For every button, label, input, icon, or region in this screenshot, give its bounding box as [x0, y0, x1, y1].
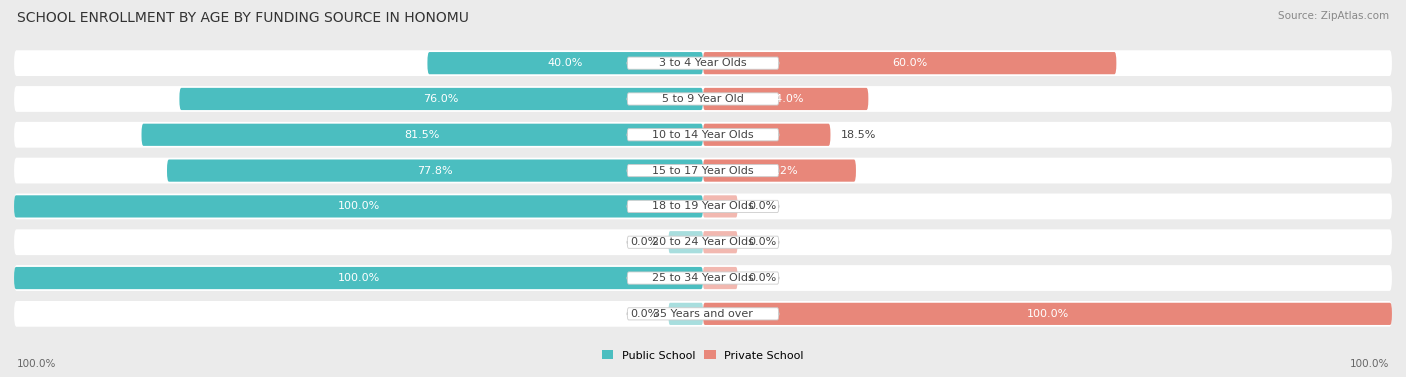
- FancyBboxPatch shape: [14, 195, 703, 218]
- FancyBboxPatch shape: [14, 301, 1392, 327]
- Text: 100.0%: 100.0%: [1350, 359, 1389, 369]
- Text: 18 to 19 Year Olds: 18 to 19 Year Olds: [652, 201, 754, 211]
- FancyBboxPatch shape: [14, 122, 1392, 148]
- Text: 40.0%: 40.0%: [547, 58, 583, 68]
- Text: 18.5%: 18.5%: [841, 130, 876, 140]
- FancyBboxPatch shape: [627, 57, 779, 69]
- Text: 24.0%: 24.0%: [768, 94, 803, 104]
- FancyBboxPatch shape: [14, 158, 1392, 184]
- Text: 100.0%: 100.0%: [1026, 309, 1069, 319]
- FancyBboxPatch shape: [703, 231, 738, 253]
- Text: 100.0%: 100.0%: [337, 201, 380, 211]
- FancyBboxPatch shape: [703, 303, 1392, 325]
- Text: 0.0%: 0.0%: [748, 273, 776, 283]
- FancyBboxPatch shape: [14, 193, 1392, 219]
- Text: 25 to 34 Year Olds: 25 to 34 Year Olds: [652, 273, 754, 283]
- Text: 77.8%: 77.8%: [418, 166, 453, 176]
- Text: 100.0%: 100.0%: [337, 273, 380, 283]
- FancyBboxPatch shape: [627, 272, 779, 284]
- Text: 3 to 4 Year Olds: 3 to 4 Year Olds: [659, 58, 747, 68]
- FancyBboxPatch shape: [703, 52, 1116, 74]
- Text: 0.0%: 0.0%: [748, 201, 776, 211]
- Text: 0.0%: 0.0%: [748, 237, 776, 247]
- Text: 60.0%: 60.0%: [891, 58, 928, 68]
- Text: 22.2%: 22.2%: [762, 166, 797, 176]
- FancyBboxPatch shape: [703, 195, 738, 218]
- Text: 81.5%: 81.5%: [405, 130, 440, 140]
- FancyBboxPatch shape: [703, 159, 856, 182]
- FancyBboxPatch shape: [180, 88, 703, 110]
- FancyBboxPatch shape: [703, 88, 869, 110]
- FancyBboxPatch shape: [669, 231, 703, 253]
- FancyBboxPatch shape: [14, 267, 703, 289]
- FancyBboxPatch shape: [703, 267, 738, 289]
- Text: 5 to 9 Year Old: 5 to 9 Year Old: [662, 94, 744, 104]
- FancyBboxPatch shape: [627, 200, 779, 213]
- FancyBboxPatch shape: [14, 50, 1392, 76]
- Text: 100.0%: 100.0%: [17, 359, 56, 369]
- FancyBboxPatch shape: [427, 52, 703, 74]
- Text: 35 Years and over: 35 Years and over: [652, 309, 754, 319]
- FancyBboxPatch shape: [14, 229, 1392, 255]
- FancyBboxPatch shape: [627, 164, 779, 177]
- Text: 15 to 17 Year Olds: 15 to 17 Year Olds: [652, 166, 754, 176]
- FancyBboxPatch shape: [14, 86, 1392, 112]
- FancyBboxPatch shape: [627, 308, 779, 320]
- Text: SCHOOL ENROLLMENT BY AGE BY FUNDING SOURCE IN HONOMU: SCHOOL ENROLLMENT BY AGE BY FUNDING SOUR…: [17, 11, 468, 25]
- FancyBboxPatch shape: [167, 159, 703, 182]
- FancyBboxPatch shape: [627, 93, 779, 105]
- FancyBboxPatch shape: [627, 236, 779, 248]
- Legend: Public School, Private School: Public School, Private School: [602, 350, 804, 360]
- Text: 76.0%: 76.0%: [423, 94, 458, 104]
- FancyBboxPatch shape: [703, 124, 831, 146]
- FancyBboxPatch shape: [14, 265, 1392, 291]
- Text: 0.0%: 0.0%: [630, 237, 658, 247]
- FancyBboxPatch shape: [627, 129, 779, 141]
- FancyBboxPatch shape: [669, 303, 703, 325]
- Text: 20 to 24 Year Olds: 20 to 24 Year Olds: [652, 237, 754, 247]
- Text: 10 to 14 Year Olds: 10 to 14 Year Olds: [652, 130, 754, 140]
- FancyBboxPatch shape: [142, 124, 703, 146]
- Text: Source: ZipAtlas.com: Source: ZipAtlas.com: [1278, 11, 1389, 21]
- Text: 0.0%: 0.0%: [630, 309, 658, 319]
